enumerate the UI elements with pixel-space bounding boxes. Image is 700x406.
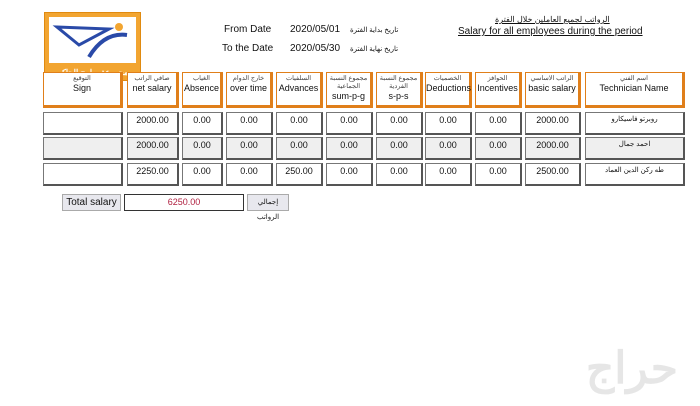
column-header-en: basic salary	[528, 83, 576, 93]
table-cell: 0.00	[326, 163, 373, 186]
column-header-over-time: خارج الدوام over time	[226, 72, 273, 108]
column-header-basic-salary: الراتب الاساسي basic salary	[525, 72, 581, 108]
table-cell: 2250.00	[127, 163, 179, 186]
table-cell: 0.00	[376, 137, 423, 160]
column-header-ar: الراتب الاساسي	[530, 75, 574, 82]
table-cell: 250.00	[276, 163, 323, 186]
table-cell: 0.00	[376, 112, 423, 135]
column-header-ar: اسم الفني	[620, 75, 648, 82]
logo-figure-icon	[52, 23, 128, 59]
from-date-label-ar: تاريخ بداية الفترة	[350, 27, 399, 34]
table-cell: 0.00	[326, 112, 373, 135]
column-header-en: Sign	[72, 83, 91, 93]
column-header-en: Absence	[183, 83, 220, 93]
report-title-ar: الرواتب لجميع العاملين خلال الفترة	[495, 15, 610, 24]
column-header-advances: السلفيات Advances	[276, 72, 323, 108]
table-cell: 0.00	[226, 163, 273, 186]
watermark: حراج	[585, 344, 678, 393]
table-cell: 0.00	[276, 112, 323, 135]
report-title: Salary for all employees during the peri…	[458, 26, 643, 37]
column-header-ar: السلفيات	[285, 75, 312, 82]
table-cell	[43, 137, 123, 160]
table-cell: 0.00	[475, 112, 522, 135]
column-header-net-salary: صافي الراتب net salary	[127, 72, 179, 108]
table-cell	[43, 112, 123, 135]
table-cell: 0.00	[182, 112, 223, 135]
table-cell: 2000.00	[525, 112, 581, 135]
total-salary-button[interactable]: إجمالي الرواتب	[247, 194, 289, 221]
column-header-en: net salary	[132, 83, 172, 93]
table-cell: 2500.00	[525, 163, 581, 186]
column-header-sign: التوقيع Sign	[43, 72, 123, 108]
column-header-ar: التوقيع	[73, 75, 91, 82]
column-header-en: Deductions	[426, 83, 472, 93]
to-date-label: To the Date	[222, 43, 274, 54]
column-header-en: s-p-s	[388, 91, 409, 101]
table-cell: 0.00	[326, 137, 373, 160]
total-salary-label: Total salary	[62, 194, 121, 211]
column-header-ar: مجموع النسبة الفردية	[379, 75, 418, 90]
column-header-ar: صافي الراتب	[134, 75, 170, 82]
from-date-value: 2020/05/01	[290, 24, 341, 35]
table-cell: 0.00	[425, 137, 472, 160]
column-header-ar: الخصميات	[433, 75, 462, 82]
table-cell: 0.00	[182, 137, 223, 160]
column-header-incentives: الحوافز Incentives	[475, 72, 522, 108]
total-salary-value: 6250.00	[124, 194, 244, 211]
table-cell	[43, 163, 123, 186]
column-header-technician-name: اسم الفني Technician Name	[585, 72, 685, 108]
column-header-absence: الغياب Absence	[182, 72, 223, 108]
column-header-ar: الحوافز	[487, 75, 508, 82]
to-date-label-ar: تاريخ نهاية الفترة	[350, 46, 399, 53]
to-date-value: 2020/05/30	[290, 43, 341, 54]
table-cell: 0.00	[226, 137, 273, 160]
column-header-en: Incentives	[477, 83, 518, 93]
technician-name-cell: طه ركن الدين العماد	[585, 163, 685, 186]
from-date-label: From Date	[224, 24, 272, 35]
column-header-en: Advances	[278, 83, 319, 93]
column-header-en: Technician Name	[599, 83, 669, 93]
column-header-sum-p-g: مجموع النسبة الجماعية sum-p-g	[326, 72, 373, 108]
table-cell: 0.00	[376, 163, 423, 186]
column-header-s-p-s: مجموع النسبة الفردية s-p-s	[376, 72, 423, 108]
table-cell: 0.00	[276, 137, 323, 160]
column-header-deductions: الخصميات Deductions	[425, 72, 472, 108]
table-cell: 2000.00	[127, 137, 179, 160]
table-cell: 0.00	[182, 163, 223, 186]
column-header-en: over time	[229, 83, 267, 93]
column-header-en: sum-p-g	[331, 91, 365, 101]
technician-name-cell: احمد جمال	[585, 137, 685, 160]
table-cell: 0.00	[475, 137, 522, 160]
table-cell: 0.00	[425, 163, 472, 186]
table-cell: 2000.00	[525, 137, 581, 160]
column-header-ar: الغياب	[193, 75, 210, 82]
table-cell: 0.00	[475, 163, 522, 186]
column-header-ar: مجموع النسبة الجماعية	[329, 75, 368, 90]
column-header-ar: خارج الدوام	[232, 75, 265, 82]
table-cell: 0.00	[425, 112, 472, 135]
company-logo: مجموعة برامج الحاكم	[44, 12, 141, 81]
table-cell: 0.00	[226, 112, 273, 135]
table-cell: 2000.00	[127, 112, 179, 135]
technician-name-cell: روبرتو فاسيكارو	[585, 112, 685, 135]
